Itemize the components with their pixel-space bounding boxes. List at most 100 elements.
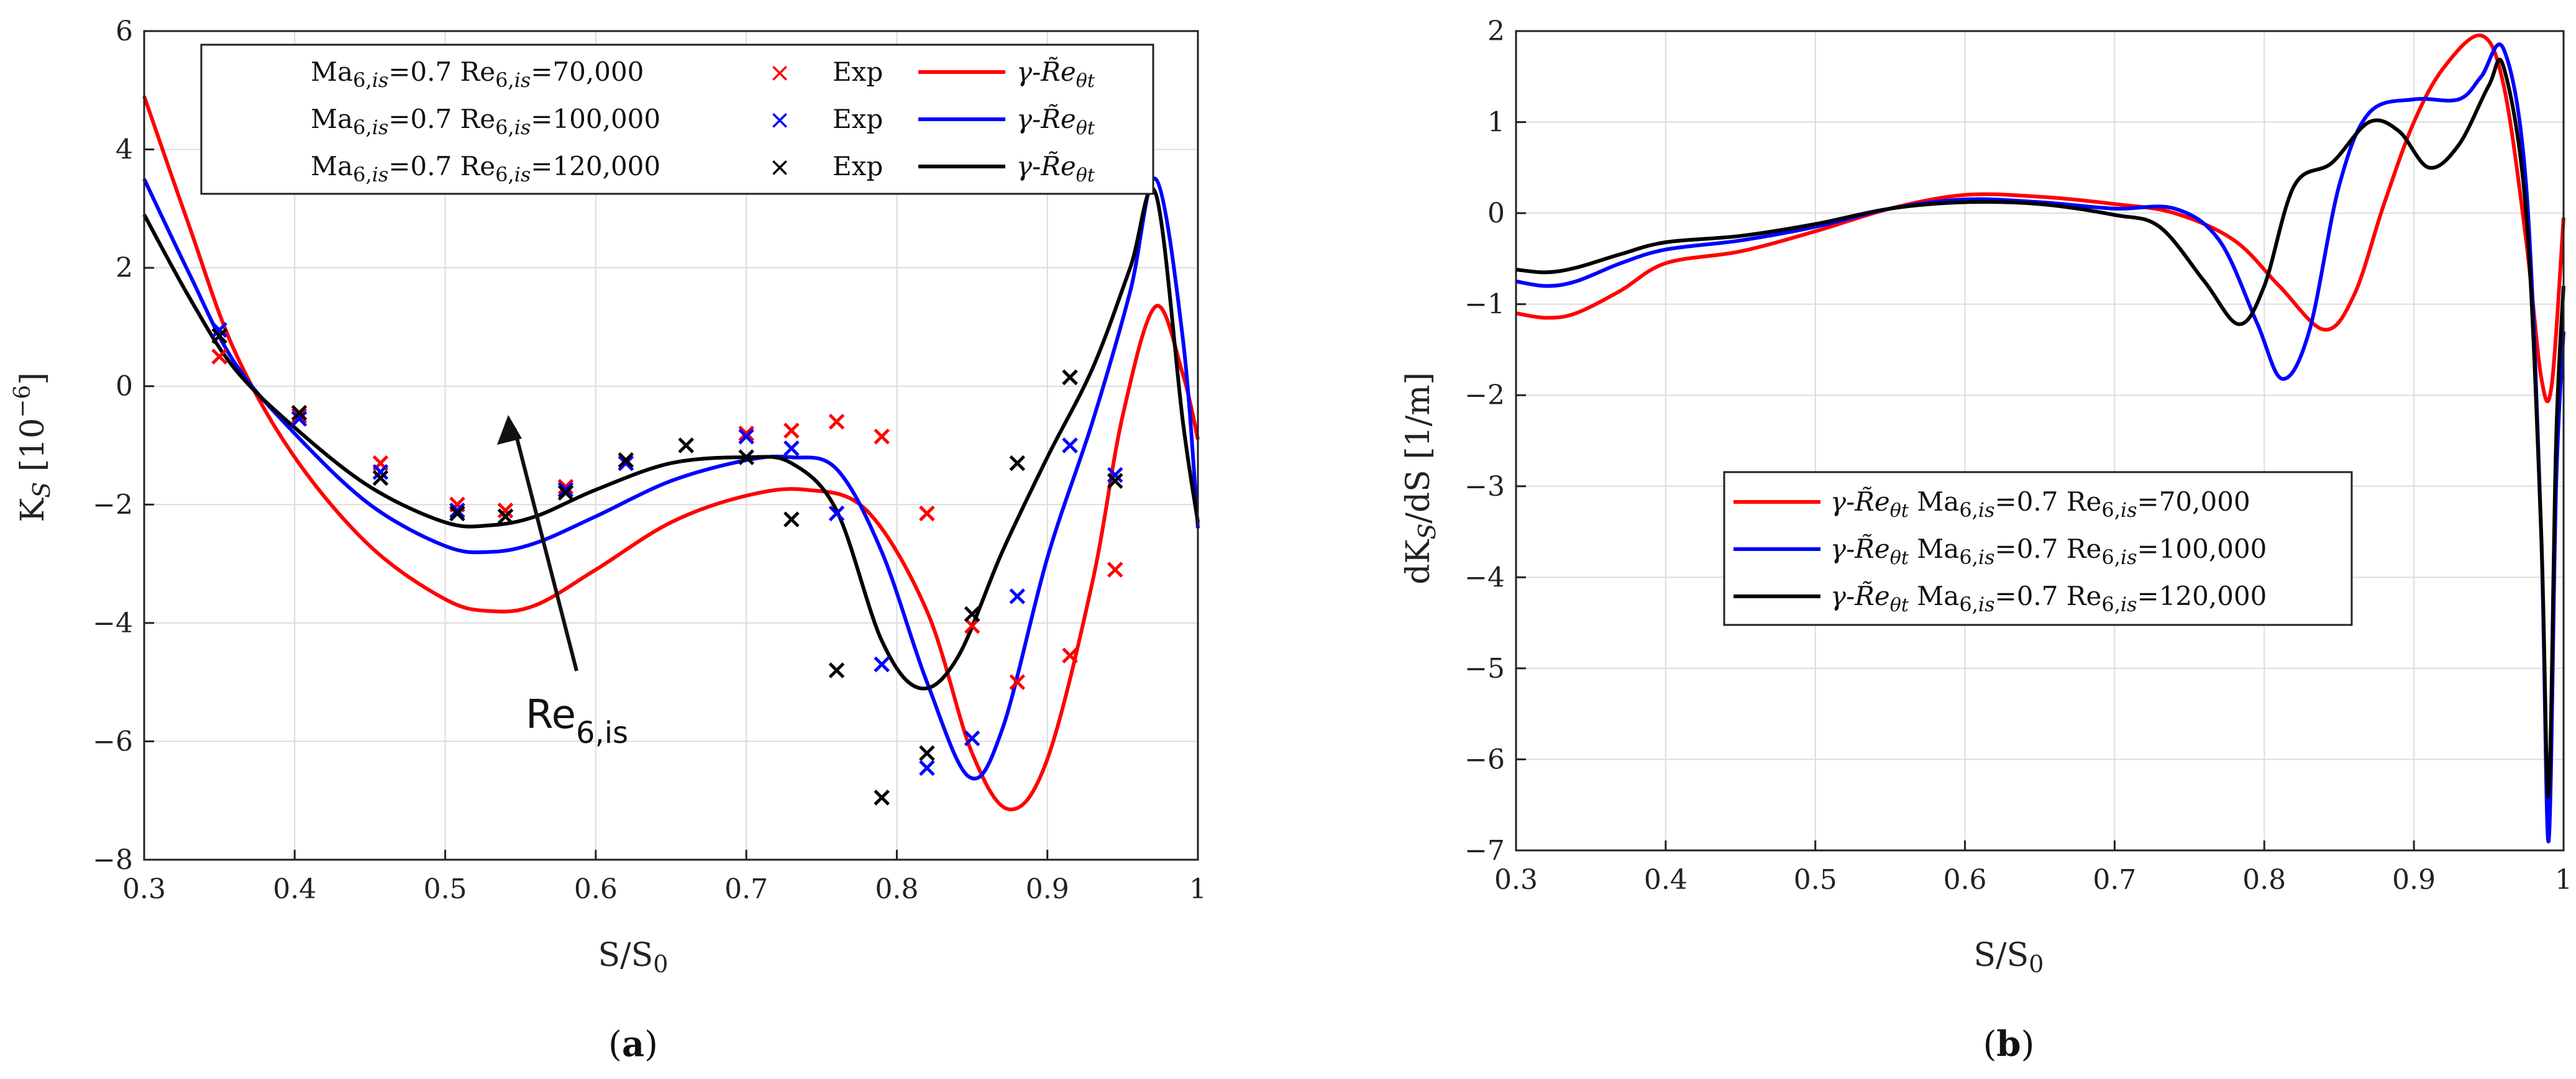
exp-marker (557, 485, 574, 501)
exp-marker (738, 426, 754, 442)
exp-marker (211, 322, 227, 338)
x-tick-label: 0.8 (2242, 864, 2286, 896)
legend-b-row-70k: γ-R̃eθt Ma6,is=0.7 Re6,is=70,000 (1733, 486, 2250, 522)
y-tick-label: −7 (1464, 835, 1505, 867)
exp-marker (1009, 674, 1026, 690)
legend-exp-70k: Exp (833, 57, 883, 87)
exp-marker (964, 617, 980, 634)
exp-marker (372, 464, 389, 480)
exp-marker (618, 452, 634, 468)
legend-b: γ-R̃eθt Ma6,is=0.7 Re6,is=70,000 γ-R̃eθt… (1723, 471, 2353, 626)
legend-marker-120k: × (769, 152, 790, 182)
grid-b (1515, 30, 2564, 851)
caption-b: (b) (1983, 1024, 2035, 1065)
y-tick-label: −2 (93, 489, 133, 521)
exp-marker (678, 437, 694, 453)
exp-marker (783, 440, 800, 457)
x-tick-label: 0.9 (1026, 873, 1069, 905)
series-b (1515, 33, 2565, 844)
caption-letter-a: a (622, 1024, 644, 1065)
y-ticks-a: −8 −6 −4 −2 0 2 4 6 (93, 16, 154, 876)
exp-marker (449, 503, 465, 519)
exp-marker (557, 481, 574, 498)
legend-b-label-100k: γ-R̃eθt Ma6,is=0.7 Re6,is=100,000 (1830, 533, 2267, 569)
exp-marker (1107, 473, 1123, 489)
y-tick-label: 6 (116, 16, 133, 47)
y-tick-label: −6 (93, 726, 133, 757)
exp-marker (874, 790, 890, 806)
re-annotation-label: Re6,is (526, 692, 628, 750)
exp-marker (1062, 369, 1078, 386)
exp-marker (1062, 647, 1078, 664)
exp-marker (1107, 467, 1123, 483)
y-tick-label: −1 (1464, 289, 1505, 321)
exp-marker (291, 407, 308, 424)
exp-marker (919, 505, 935, 522)
exp-marker (874, 428, 890, 445)
exp-marker (828, 414, 845, 430)
exp-marker (1009, 455, 1026, 471)
x-tick-label: 1 (1189, 873, 1207, 905)
caption-letter-b: b (1996, 1024, 2021, 1065)
legend-row-100k: Ma6,is=0.7 Re6,is=100,000 × Exp γ-R̃eθt (311, 103, 1095, 139)
series-line (1515, 42, 2565, 844)
y-tick-label: −2 (1464, 380, 1505, 411)
re-arrow-shaft (513, 428, 578, 672)
legend-marker-70k: × (769, 57, 790, 88)
y-axis-label-b: dKS/dS [1/m] (1400, 372, 1441, 585)
exp-marker (964, 730, 980, 747)
series-a (142, 95, 1200, 812)
exp-marker (557, 478, 574, 495)
x-axis-label-b: S/S0 (1974, 937, 2044, 978)
series-line (1515, 33, 2565, 403)
axes-frame-a (143, 30, 1199, 861)
legend-exp-100k: Exp (833, 104, 883, 134)
re-annotation: Re6,is (497, 415, 628, 750)
y-tick-label: 1 (1487, 107, 1505, 139)
y-axis-label-a: KS [10−6] (10, 372, 55, 522)
exp-marker (449, 505, 465, 522)
x-tick-label: 0.4 (1644, 864, 1688, 896)
series-line (1515, 57, 2565, 799)
x-tick-label: 0.8 (875, 873, 918, 905)
legend-box-b (1723, 471, 2353, 626)
caption-a: (a) (608, 1024, 658, 1065)
x-tick-label: 0.3 (1494, 864, 1538, 896)
x-tick-label: 0.5 (1794, 864, 1837, 896)
y-ticks-b: −7 −6 −5 −4 −3 −2 −1 0 1 2 (1464, 16, 1526, 867)
x-tick-label: 0.9 (2392, 864, 2436, 896)
y-tick-label: 2 (1487, 16, 1505, 47)
series-line (142, 176, 1200, 781)
y-tick-label: 0 (1487, 198, 1505, 229)
x-tick-label: 0.6 (574, 873, 618, 905)
y-tick-label: 4 (116, 134, 133, 166)
exp-marker (874, 656, 890, 673)
exp-marker (738, 428, 754, 445)
exp-marker (1107, 562, 1123, 578)
exp-marker (291, 411, 308, 427)
x-ticks-a: 0.3 0.4 0.5 0.6 0.7 0.8 0.9 1 (122, 850, 1207, 905)
x-tick-label: 0.4 (273, 873, 316, 905)
legend-b-label-120k: γ-R̃eθt Ma6,is=0.7 Re6,is=120,000 (1830, 580, 2267, 616)
series-line (142, 95, 1200, 812)
chart-panel-b: 0.3 0.4 0.5 0.6 0.7 0.8 0.9 1 −7 −6 −5 −4 −3 −2 −1 0 1 2… (1400, 16, 2572, 1065)
exp-marker (211, 327, 227, 344)
exp-marker (618, 455, 634, 471)
exp-marker (919, 745, 935, 762)
x-ticks-b: 0.3 0.4 0.5 0.6 0.7 0.8 0.9 1 (1494, 840, 2572, 896)
chart-panel-a: 0.3 0.4 0.5 0.6 0.7 0.8 0.9 1 −8 −6 −4 −2 0 2 4 6 S/S0… (10, 16, 1207, 1065)
legend-marker-100k: × (769, 104, 790, 135)
re-arrow-head-icon (497, 415, 522, 445)
exp-marker (1062, 437, 1078, 453)
y-tick-label: −4 (1464, 562, 1505, 593)
y-tick-label: −8 (93, 844, 133, 876)
legend-b-label-70k: γ-R̃eθt Ma6,is=0.7 Re6,is=70,000 (1830, 486, 2250, 522)
exp-marker (783, 511, 800, 527)
legend-row-120k: Ma6,is=0.7 Re6,is=120,000 × Exp γ-R̃eθt (311, 150, 1095, 186)
legend-a: Ma6,is=0.7 Re6,is=70,000 × Exp γ-R̃eθt M… (200, 43, 1154, 195)
y-tick-label: −3 (1464, 471, 1505, 503)
axes-frame-b (1515, 30, 2565, 852)
exp-marker (964, 606, 980, 622)
legend-label-100k: Ma6,is=0.7 Re6,is=100,000 (311, 104, 660, 139)
